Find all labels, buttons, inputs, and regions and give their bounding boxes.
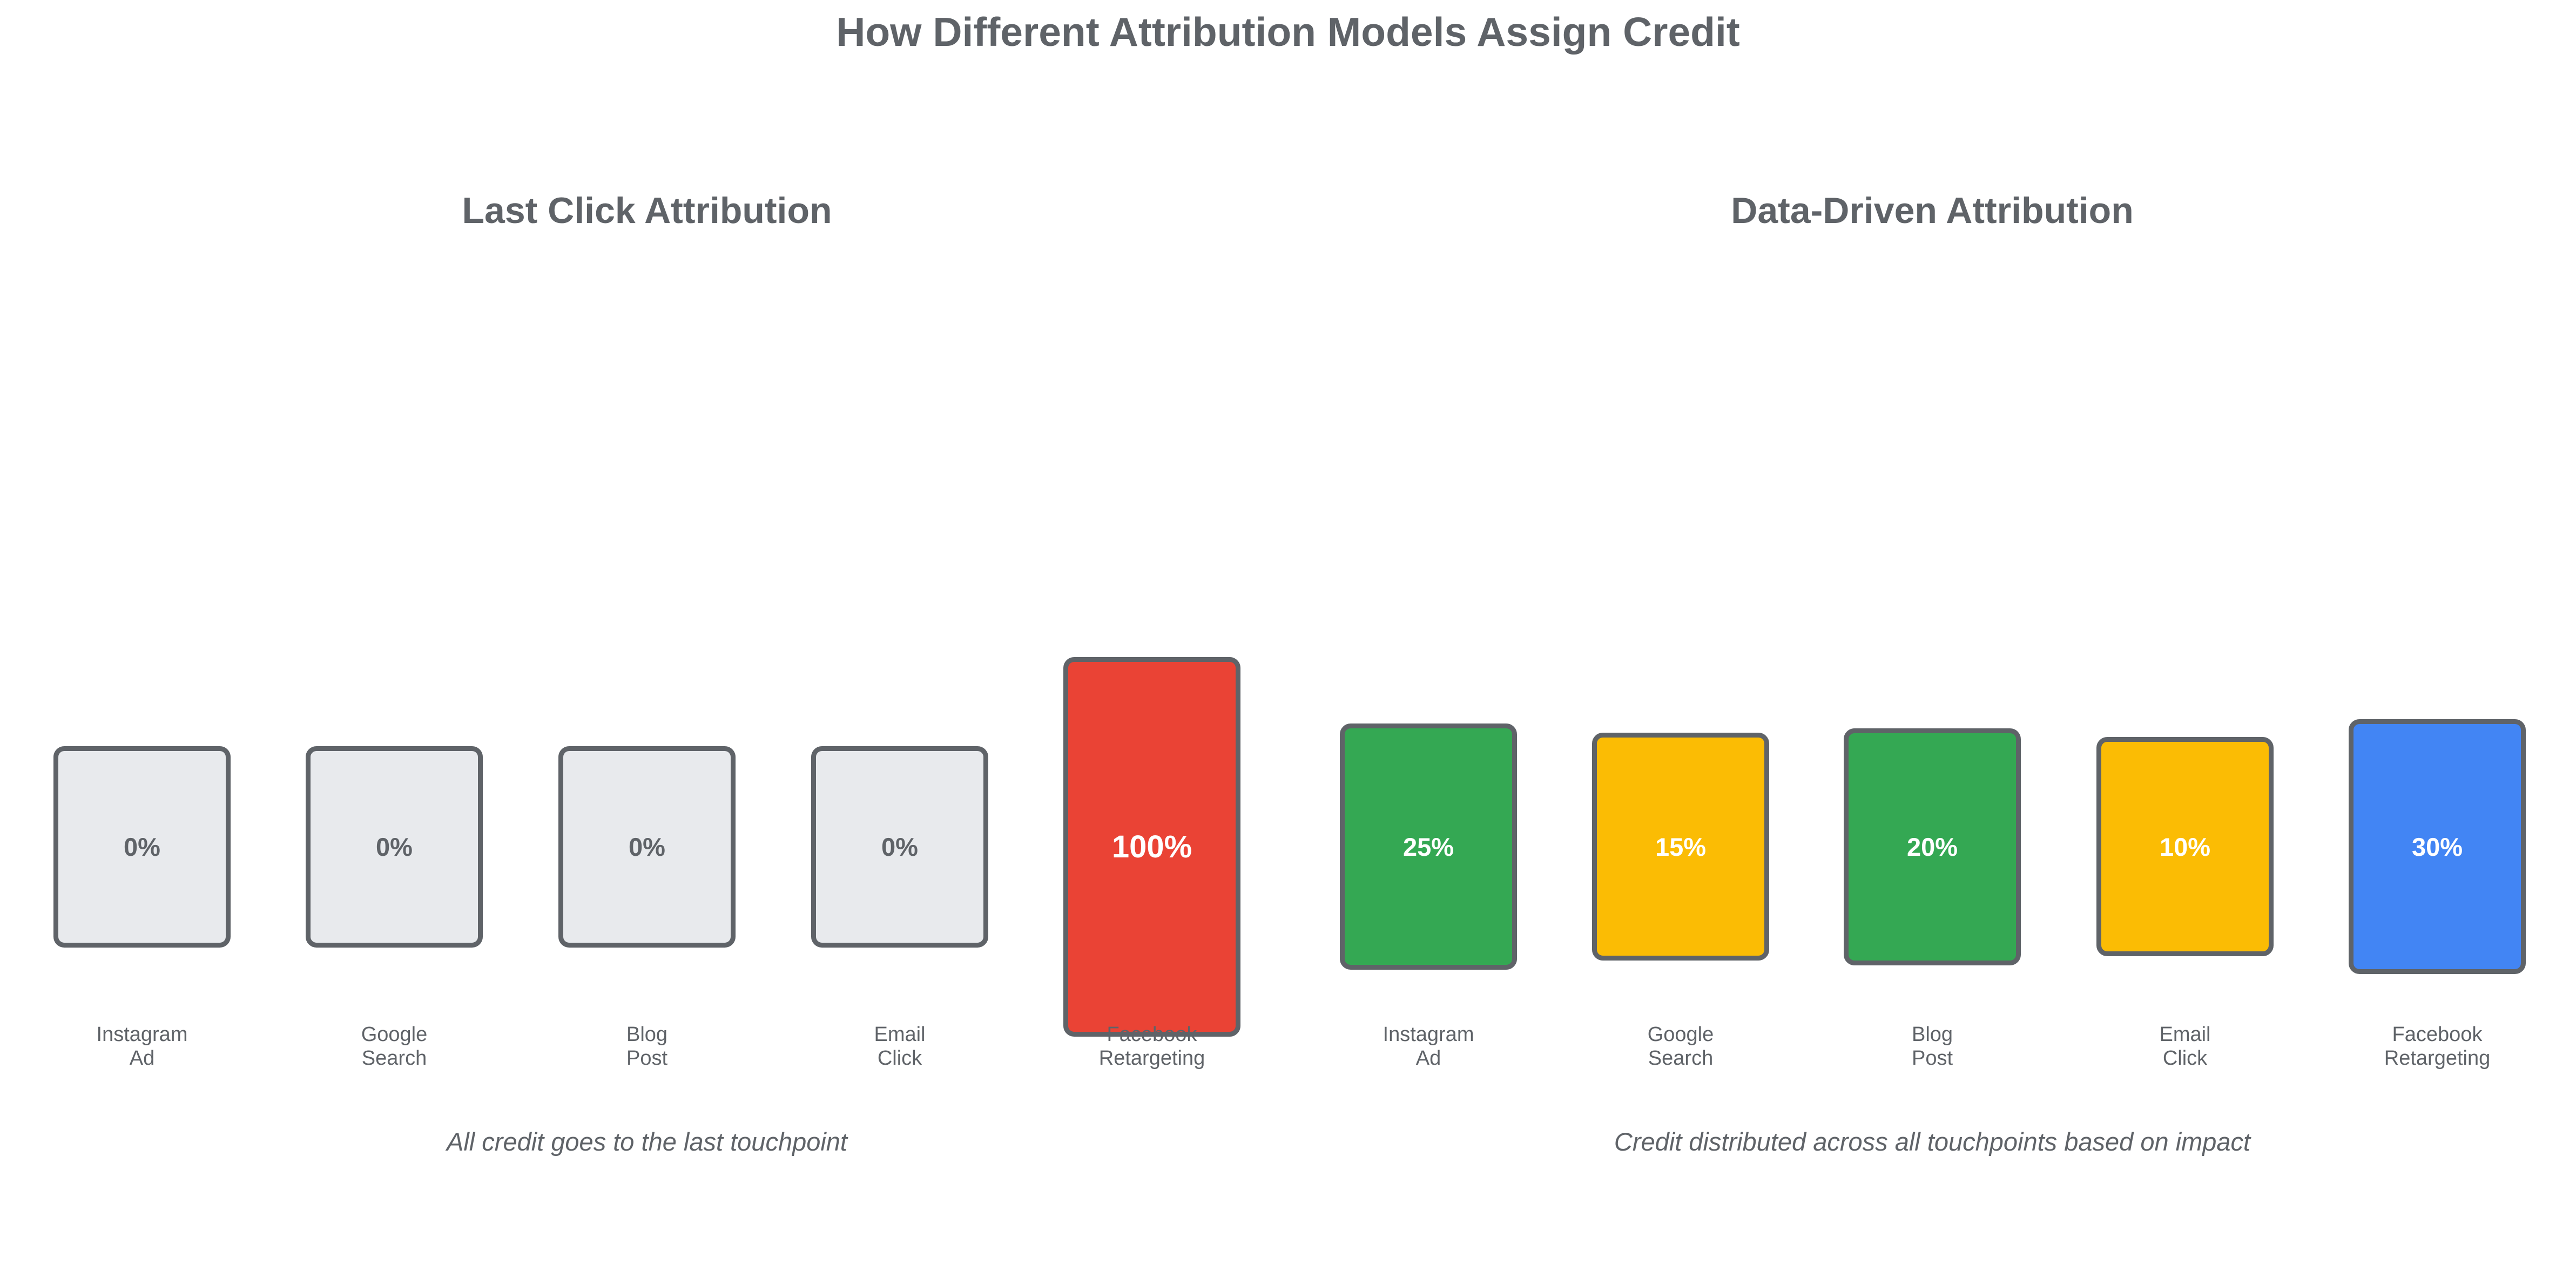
credit-value: 0% [124,832,160,861]
touchpoint-name-line1: Facebook [2392,1023,2483,1046]
touchpoint-name-line1: Email [874,1023,926,1046]
last-click-touchpoint-card: 0% [811,746,988,948]
credit-value: 0% [376,832,413,861]
touchpoint-name-line1: Blog [626,1023,668,1046]
touchpoint-name-line2: Click [877,1047,922,1070]
last-click-touchpoint-card: 0% [558,746,736,948]
last-click-touchpoint-label: Instagram Ad [34,1023,250,1070]
touchpoint-name-line1: Facebook [1107,1023,1197,1046]
data-driven-caption: Credit distributed across all touchpoint… [1614,1127,2251,1156]
last-click-touchpoint-card: 0% [53,746,231,948]
last-click-touchpoint-label: Google Search [286,1023,502,1070]
touchpoint-name-line1: Instagram [1383,1023,1474,1046]
last-click-touchpoint-card: 0% [306,746,483,948]
touchpoint-name-line2: Click [2162,1047,2208,1070]
touchpoint-name-line2: Retargeting [2384,1047,2491,1070]
data-driven-touchpoint-label: Blog Post [1824,1023,2040,1070]
touchpoint-name-line1: Google [361,1023,428,1046]
data-driven-touchpoint-card: 25% [1340,723,1517,970]
credit-value: 0% [629,832,665,861]
touchpoint-name-line2: Post [1911,1047,1953,1070]
touchpoint-name-line2: Post [626,1047,668,1070]
data-driven-touchpoint-card: 30% [2349,719,2526,974]
data-driven-touchpoint-card: 10% [2096,737,2274,956]
touchpoint-name-line2: Search [1648,1047,1714,1070]
touchpoint-name-line1: Google [1647,1023,1714,1046]
credit-value: 0% [881,832,918,861]
last-click-caption: All credit goes to the last touchpoint [447,1127,847,1156]
last-click-touchpoint-label: Email Click [792,1023,1008,1070]
last-click-touchpoint-card: 100% [1063,657,1240,1037]
touchpoint-name-line1: Email [2159,1023,2211,1046]
touchpoint-name-line2: Retargeting [1098,1047,1205,1070]
data-driven-touchpoint-label: Email Click [2077,1023,2293,1070]
data-driven-touchpoint-card: 20% [1844,728,2021,965]
data-driven-touchpoint-label: Instagram Ad [1320,1023,1536,1070]
credit-value: 10% [2159,832,2211,861]
touchpoint-name-line1: Blog [1911,1023,1953,1046]
data-driven-touchpoint-label: Facebook Retargeting [2329,1023,2545,1070]
last-click-touchpoint-label: Facebook Retargeting [1044,1023,1260,1070]
page-title: How Different Attribution Models Assign … [836,9,1740,55]
data-driven-panel-title: Data-Driven Attribution [1731,190,2134,231]
credit-value: 100% [1111,829,1192,864]
touchpoint-name-line2: Ad [129,1047,155,1070]
touchpoint-name-line1: Instagram [96,1023,188,1046]
credit-value: 30% [2411,832,2463,861]
data-driven-touchpoint-label: Google Search [1573,1023,1789,1070]
touchpoint-name-line2: Ad [1415,1047,1441,1070]
last-click-touchpoint-label: Blog Post [539,1023,755,1070]
credit-value: 20% [1906,832,1958,861]
data-driven-touchpoint-card: 15% [1592,732,1769,961]
credit-value: 15% [1655,832,1707,861]
touchpoint-name-line2: Search [361,1047,427,1070]
last-click-panel-title: Last Click Attribution [462,190,832,231]
credit-value: 25% [1402,832,1454,861]
